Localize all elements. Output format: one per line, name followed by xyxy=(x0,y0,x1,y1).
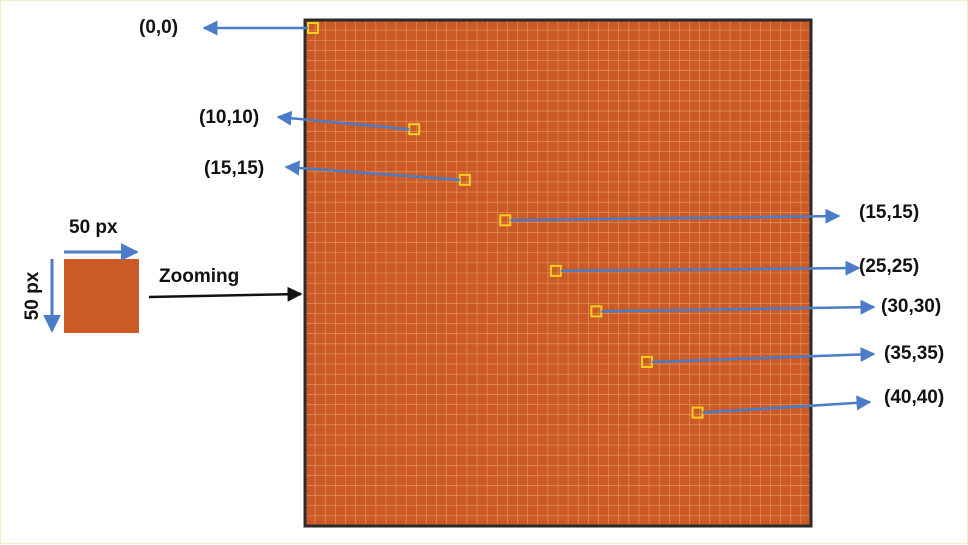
pointer-arrow xyxy=(601,299,876,315)
pointer-arrow xyxy=(560,260,861,276)
pointer-arrow xyxy=(702,395,872,414)
pointer-arrow xyxy=(276,110,410,131)
pointer-arrow xyxy=(651,346,876,364)
small-source-image xyxy=(64,259,139,333)
zooming-label: Zooming xyxy=(159,266,239,287)
coordinate-label: (30,30) xyxy=(881,296,941,317)
zoomed-image-border xyxy=(303,18,813,528)
height-label: 50 px xyxy=(22,271,43,320)
coordinate-label: (10,10) xyxy=(199,107,259,128)
zooming-arrow xyxy=(148,286,303,302)
coordinate-label: (35,35) xyxy=(884,343,944,364)
coordinate-label: (40,40) xyxy=(884,387,944,408)
pixel-markers: (0,0) (10,10) (15,15) (15,15) (25,25) (30,30)… xyxy=(139,17,944,419)
pointer-arrow xyxy=(510,208,841,224)
coordinate-label: (15,15) xyxy=(859,202,919,223)
coordinate-label: (25,25) xyxy=(859,256,919,277)
coordinate-label: (15,15) xyxy=(204,158,264,179)
pointer-arrow xyxy=(284,160,460,182)
coordinate-label: (0,0) xyxy=(139,17,178,38)
width-label: 50 px xyxy=(69,217,118,238)
pixel-grid xyxy=(305,20,811,526)
